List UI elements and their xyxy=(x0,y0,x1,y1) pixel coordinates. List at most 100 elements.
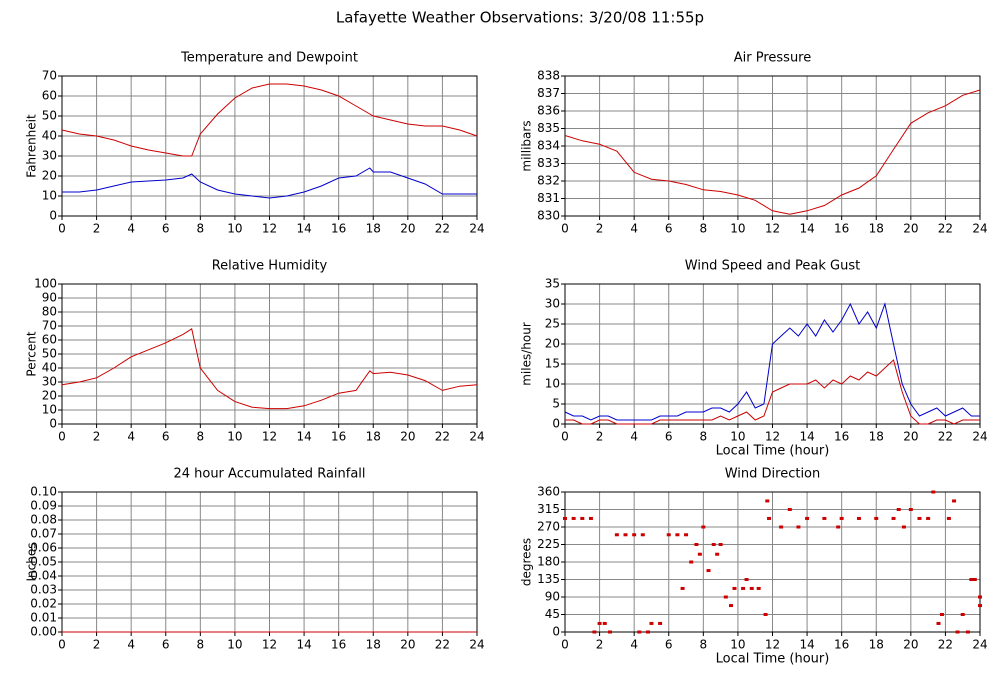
panel: 0 2 4 6 8 10 12 14 16 18 20 22 248308318328338348358… xyxy=(520,51,988,236)
data-point xyxy=(729,604,733,608)
x-tick-label: 24 xyxy=(469,222,484,236)
y-tick-label: 837 xyxy=(537,86,560,100)
y-tick-label: 30 xyxy=(42,149,57,163)
data-point xyxy=(969,578,974,581)
y-tick-label: 832 xyxy=(537,174,560,188)
y-tick-label: 180 xyxy=(537,555,560,569)
y-tick-label: 0 xyxy=(49,209,57,223)
y-tick-label: 40 xyxy=(42,129,57,143)
x-tick-label: 16 xyxy=(331,430,346,444)
x-tick-label: 10 xyxy=(730,638,745,652)
y-tick-label: 60 xyxy=(42,333,57,347)
data-point xyxy=(767,516,772,520)
data-point xyxy=(972,578,977,581)
plot-frame xyxy=(564,283,981,425)
x-tick-label: 2 xyxy=(596,430,604,444)
y-tick-label: 0.10 xyxy=(30,485,57,499)
y-tick-label: 0.06 xyxy=(30,541,57,555)
x-tick-label: 4 xyxy=(127,638,135,652)
x-tick-label: 18 xyxy=(869,638,884,652)
x-tick-label: 22 xyxy=(938,638,953,652)
x-tick-label: 24 xyxy=(469,430,484,444)
x-tick-label: 24 xyxy=(469,638,484,652)
y-axis-label: millibars xyxy=(520,120,534,171)
x-axis-label: Local Time (hour) xyxy=(716,444,830,459)
y-axis-label: degrees xyxy=(520,538,534,586)
y-tick-label: 20 xyxy=(545,337,560,351)
x-tick-label: 6 xyxy=(665,222,673,236)
y-axis-label: miles/hour xyxy=(520,322,534,386)
data-point xyxy=(946,516,951,520)
data-point xyxy=(805,516,810,520)
x-tick-label: 0 xyxy=(561,222,569,236)
data-point xyxy=(637,630,642,634)
y-axis-label: Percent xyxy=(25,331,39,376)
y-tick-label: 0.09 xyxy=(30,499,57,513)
data-point xyxy=(787,508,792,511)
data-point xyxy=(856,516,861,520)
y-tick-label: 10 xyxy=(42,189,57,203)
y-tick-label: 10 xyxy=(545,377,560,391)
y-tick-label: 0.05 xyxy=(30,555,57,569)
x-axis-label: Local Time (hour) xyxy=(716,652,830,667)
y-tick-label: 225 xyxy=(537,537,560,551)
data-point xyxy=(723,595,728,599)
x-tick-label: 4 xyxy=(127,430,135,444)
data-point xyxy=(763,613,768,616)
y-tick-label: 0.02 xyxy=(30,597,57,611)
data-point xyxy=(874,516,879,520)
x-tick-label: 24 xyxy=(972,638,987,652)
x-tick-label: 2 xyxy=(93,638,101,652)
y-tick-label: 70 xyxy=(42,319,57,333)
data-point xyxy=(592,630,597,634)
x-tick-label: 10 xyxy=(227,430,242,444)
y-tick-label: 60 xyxy=(42,89,57,103)
x-tick-label: 2 xyxy=(93,222,101,236)
data-point xyxy=(732,586,737,590)
data-point xyxy=(839,516,844,520)
y-tick-label: 0.04 xyxy=(30,569,57,583)
x-tick-label: 14 xyxy=(296,222,311,236)
y-axis-label: Inches xyxy=(25,543,39,582)
x-tick-label: 6 xyxy=(162,638,170,652)
y-tick-label: 830 xyxy=(537,209,560,223)
panel-title: 24 hour Accumulated Rainfall xyxy=(173,467,365,482)
data-point xyxy=(646,630,650,634)
y-tick-label: 90 xyxy=(545,590,560,604)
x-tick-label: 12 xyxy=(262,430,277,444)
y-tick-label: 838 xyxy=(537,69,560,83)
y-tick-label: 831 xyxy=(537,191,560,205)
panel-title: Wind Speed and Peak Gust xyxy=(685,259,860,274)
panel: 0 2 4 6 8 10 12 14 16 18 20 22 24010203040506070Temp… xyxy=(25,51,485,236)
data-point xyxy=(623,533,628,537)
x-tick-label: 20 xyxy=(903,222,918,236)
x-tick-label: 22 xyxy=(435,222,450,236)
y-tick-label: 315 xyxy=(537,502,560,516)
x-tick-label: 18 xyxy=(366,222,381,236)
data-point xyxy=(744,578,749,581)
x-tick-label: 4 xyxy=(630,638,638,652)
x-tick-label: 20 xyxy=(903,430,918,444)
data-line xyxy=(62,167,477,199)
y-tick-label: 5 xyxy=(552,397,560,411)
x-tick-label: 14 xyxy=(799,638,814,652)
x-tick-label: 14 xyxy=(799,430,814,444)
plot-frame xyxy=(564,75,981,217)
data-point xyxy=(675,533,680,537)
x-tick-label: 10 xyxy=(227,222,242,236)
x-tick-label: 2 xyxy=(596,638,604,652)
data-point xyxy=(614,533,619,537)
data-point xyxy=(901,525,906,529)
data-point xyxy=(896,508,901,511)
data-point xyxy=(658,621,663,625)
x-tick-label: 8 xyxy=(197,430,205,444)
x-tick-label: 8 xyxy=(700,638,708,652)
data-point xyxy=(580,516,585,520)
x-tick-label: 14 xyxy=(296,430,311,444)
data-point xyxy=(701,525,706,529)
data-point xyxy=(640,533,645,537)
data-point xyxy=(952,499,957,503)
x-tick-label: 16 xyxy=(834,222,849,236)
x-tick-label: 6 xyxy=(162,222,170,236)
y-tick-label: 70 xyxy=(42,69,57,83)
